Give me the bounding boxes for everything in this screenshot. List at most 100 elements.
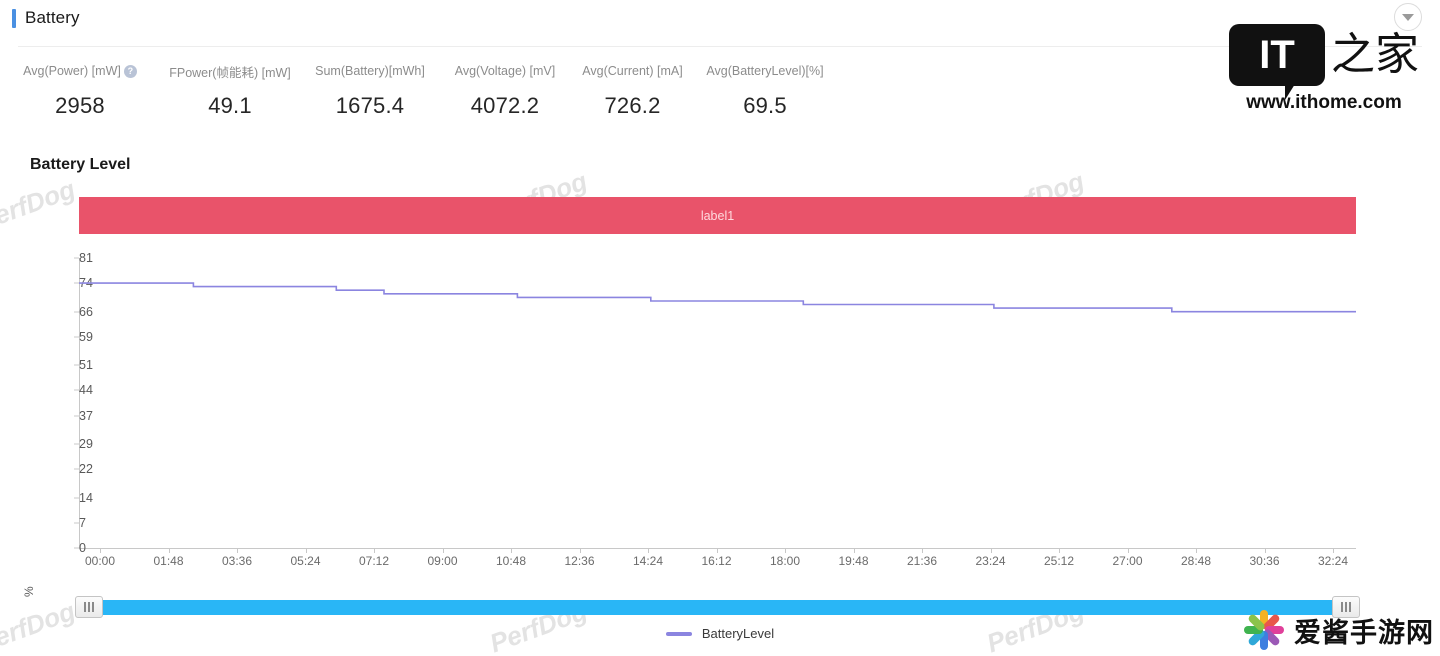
x-tick-label: 30:36 bbox=[1249, 554, 1280, 568]
x-tick-label: 28:48 bbox=[1180, 554, 1212, 568]
chevron-down-icon bbox=[1402, 13, 1414, 21]
x-tick-label: 25:12 bbox=[1043, 554, 1075, 568]
x-tick-mark bbox=[716, 548, 718, 553]
x-tick-label: 14:24 bbox=[632, 554, 664, 568]
y-tick-mark bbox=[74, 364, 79, 366]
x-tick-mark bbox=[374, 548, 375, 553]
chart-title: Battery Level bbox=[30, 156, 131, 173]
x-tick-mark bbox=[511, 548, 512, 553]
x-tick-label: 19:48 bbox=[838, 554, 869, 568]
y-tick-mark bbox=[74, 547, 79, 549]
stat-cell: 1675.4 bbox=[300, 80, 440, 119]
x-tick-mark bbox=[1196, 548, 1197, 553]
drag-grip-icon bbox=[92, 602, 94, 612]
x-tick-mark bbox=[785, 548, 786, 553]
stat-cell: Sum(Battery)[mWh] bbox=[300, 62, 440, 80]
x-tick-label: 18:00 bbox=[769, 554, 801, 568]
legend-color-swatch bbox=[665, 631, 692, 636]
y-axis-line bbox=[79, 258, 80, 548]
x-tick-label: 27:00 bbox=[1112, 554, 1143, 568]
stat-cell: Avg(BatteryLevel)[%] bbox=[695, 62, 835, 80]
stat-values-row: 2958 49.1 1675.4 4072.2 726.2 69.5 bbox=[0, 80, 900, 119]
ithome-chinese-chars: 之家 bbox=[1331, 29, 1419, 80]
stat-cell: FPower(帧能耗) [mW] bbox=[160, 62, 300, 80]
stat-label: Sum(Battery)[mWh] bbox=[315, 64, 425, 78]
ithome-watermark: IT 之家 www.ithome.com bbox=[1224, 24, 1424, 114]
x-tick-mark bbox=[1127, 548, 1129, 553]
x-tick-mark bbox=[442, 548, 444, 553]
battery-stats: Avg(Power) [mW] ? FPower(帧能耗) [mW] Sum(B… bbox=[0, 62, 900, 119]
stat-cell: 49.1 bbox=[160, 80, 300, 119]
x-tick-mark bbox=[990, 548, 992, 553]
y-tick-mark bbox=[74, 443, 79, 445]
stat-cell: 69.5 bbox=[695, 80, 835, 119]
scrollbar-handle-right[interactable] bbox=[1332, 596, 1360, 618]
stat-value: 69.5 bbox=[743, 93, 787, 118]
x-tick-mark bbox=[305, 548, 307, 553]
series-batterylevel bbox=[79, 282, 1356, 313]
stat-cell: 2958 bbox=[0, 80, 160, 119]
help-icon[interactable]: ? bbox=[123, 64, 137, 78]
stat-labels-row: Avg(Power) [mW] ? FPower(帧能耗) [mW] Sum(B… bbox=[0, 62, 900, 80]
x-axis-line bbox=[79, 548, 1356, 549]
stat-cell: Avg(Current) [mA] bbox=[570, 62, 695, 80]
y-tick-mark bbox=[74, 311, 79, 313]
drag-grip-icon bbox=[88, 602, 90, 612]
stat-label: Avg(Current) [mA] bbox=[582, 64, 683, 78]
x-tick-mark bbox=[1333, 548, 1334, 553]
stat-cell: Avg(Voltage) [mV] bbox=[440, 62, 570, 80]
page-title: Battery bbox=[12, 8, 80, 28]
stat-label: Avg(BatteryLevel)[%] bbox=[706, 64, 824, 78]
stat-cell: 4072.2 bbox=[440, 80, 570, 119]
scrollbar-handle-left[interactable] bbox=[75, 596, 103, 618]
ithome-letters: IT bbox=[1259, 33, 1295, 77]
drag-grip-icon bbox=[1341, 602, 1343, 612]
page-title-text: Battery bbox=[25, 8, 80, 27]
stat-value: 4072.2 bbox=[470, 93, 540, 118]
header-divider bbox=[18, 46, 1422, 47]
stat-cell: Avg(Power) [mW] ? bbox=[0, 62, 160, 80]
stat-value: 49.1 bbox=[208, 93, 252, 118]
drag-grip-icon bbox=[1345, 602, 1347, 612]
collapse-panel-button[interactable] bbox=[1394, 3, 1422, 31]
stat-value: 1675.4 bbox=[335, 93, 405, 118]
x-tick-mark bbox=[648, 548, 649, 553]
x-tick-mark bbox=[237, 548, 238, 553]
x-tick-mark bbox=[100, 548, 101, 553]
legend-label: BatteryLevel bbox=[701, 626, 775, 641]
chart-range-scrollbar[interactable] bbox=[75, 596, 1360, 618]
x-tick-label: 01:48 bbox=[153, 554, 184, 568]
x-tick-label: 10:48 bbox=[495, 554, 527, 568]
label-span-bar[interactable]: label1 bbox=[79, 197, 1356, 234]
x-tick-label: 12:36 bbox=[564, 554, 595, 568]
drag-grip-icon bbox=[84, 602, 86, 612]
x-tick-mark bbox=[1264, 548, 1266, 553]
stat-label: Avg(Voltage) [mV] bbox=[454, 64, 556, 78]
label-span-bar-text: label1 bbox=[700, 208, 735, 223]
x-tick-label: 00:00 bbox=[84, 554, 116, 568]
x-tick-mark bbox=[853, 548, 855, 553]
ithome-it-badge: IT bbox=[1229, 24, 1325, 100]
ithome-url: www.ithome.com bbox=[1246, 92, 1402, 113]
x-tick-label: 21:36 bbox=[906, 554, 938, 568]
x-tick-mark bbox=[1059, 548, 1060, 553]
ithome-logo-row: IT 之家 bbox=[1224, 24, 1424, 100]
drag-grip-icon bbox=[1349, 602, 1351, 612]
x-tick-label: 32:24 bbox=[1317, 554, 1349, 568]
y-tick-mark bbox=[74, 468, 79, 470]
x-tick-label: 03:36 bbox=[221, 554, 253, 568]
title-accent-bar bbox=[12, 8, 16, 28]
y-tick-mark bbox=[74, 336, 79, 338]
stat-value: 2958 bbox=[55, 93, 105, 118]
stat-label: Avg(Power) [mW] ? bbox=[0, 62, 160, 80]
scrollbar-track[interactable] bbox=[79, 600, 1356, 615]
x-tick-mark bbox=[922, 548, 923, 553]
x-tick-label: 05:24 bbox=[290, 554, 321, 568]
stat-value: 726.2 bbox=[604, 93, 661, 118]
stat-label: FPower(帧能耗) [mW] bbox=[169, 65, 291, 80]
y-tick-mark bbox=[74, 257, 79, 259]
x-tick-label: 16:12 bbox=[701, 554, 732, 568]
y-tick-mark bbox=[74, 497, 79, 499]
chart-legend[interactable]: BatteryLevel bbox=[0, 626, 1440, 641]
